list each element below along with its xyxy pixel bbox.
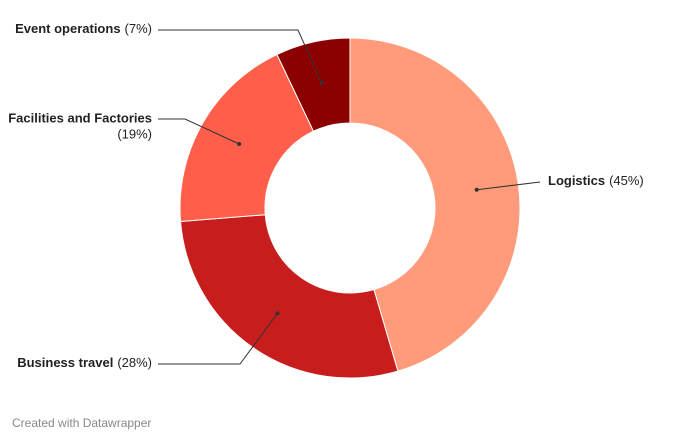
leader-dot: [275, 311, 280, 316]
leader-dot: [237, 142, 242, 146]
leader-line: [476, 181, 541, 191]
leader-line: [158, 29, 323, 84]
slice-label: Logistics: [548, 173, 605, 188]
donut-slice: [276, 37, 351, 132]
slice-label-group: Business travel (28%): [17, 355, 152, 370]
donut-slice: [179, 53, 315, 223]
slice-value-label: (45%): [609, 173, 644, 188]
leader-line: [158, 118, 240, 145]
slice-label-group: Logistics (45%): [548, 173, 644, 188]
donut-slice: [179, 214, 399, 379]
leader-dot: [319, 81, 324, 86]
slice-label: Business travel: [17, 355, 113, 370]
leader-dot: [474, 187, 479, 192]
slice-value-label: (7%): [125, 21, 152, 36]
donut-slice: [349, 37, 521, 372]
slice-label: Event operations: [15, 21, 120, 36]
slice-label-group: Event operations (7%): [15, 21, 152, 36]
slice-label: Facilities and Factories: [8, 110, 152, 125]
slice-value-label: (19%): [117, 126, 152, 141]
footer: Created with Datawrapper: [12, 416, 151, 430]
slice-value-label: (28%): [117, 355, 152, 370]
leader-line: [158, 313, 278, 365]
